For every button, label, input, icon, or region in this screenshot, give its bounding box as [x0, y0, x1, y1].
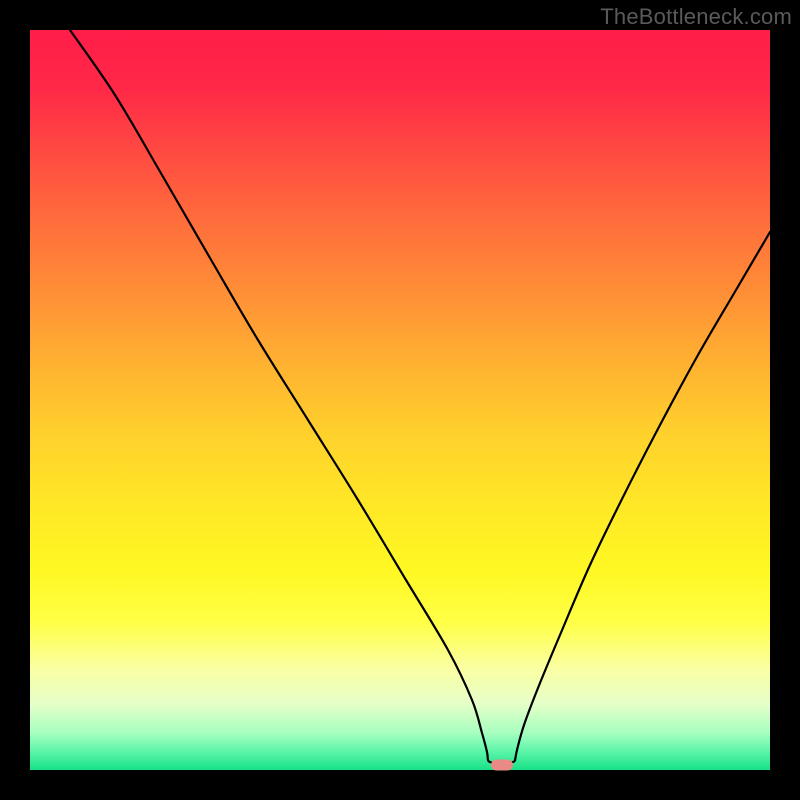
bottleneck-chart: [0, 0, 800, 800]
watermark-text: TheBottleneck.com: [600, 4, 792, 30]
chart-container: TheBottleneck.com: [0, 0, 800, 800]
optimal-marker: [491, 760, 513, 771]
plot-area: [30, 30, 770, 770]
